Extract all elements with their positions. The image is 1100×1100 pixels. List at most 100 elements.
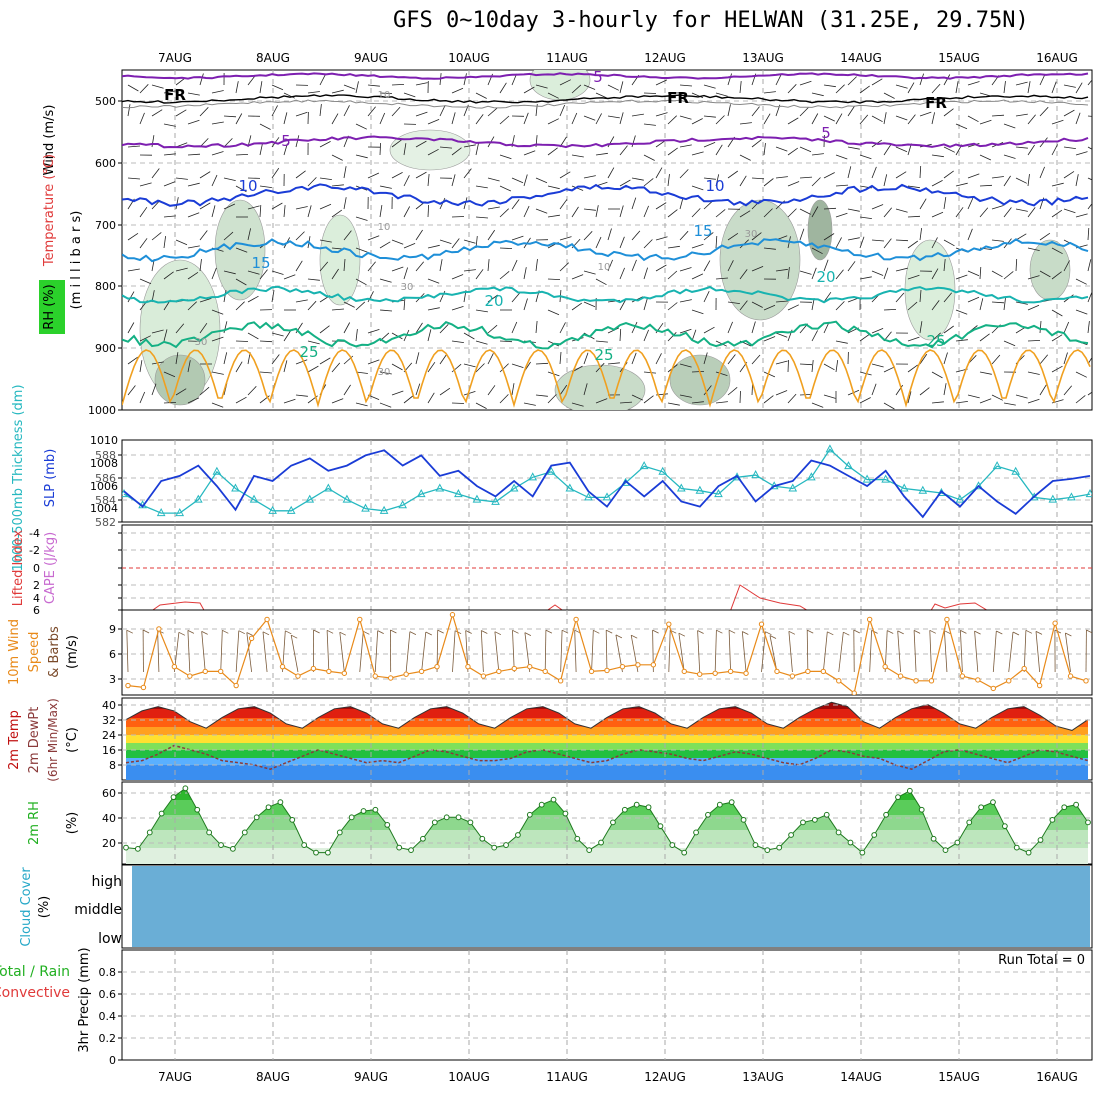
wind-barb [871,78,883,86]
tick-label: 586 [95,472,116,485]
wind-barb [763,395,774,404]
wind-barb [523,402,536,406]
tick-label: 1000 [88,404,116,417]
wind-marker [727,668,734,675]
wind-barb [559,104,566,117]
wind-barb [799,146,812,153]
wind-barb [895,146,908,153]
rh-marker [289,816,296,823]
thickness-marker [342,494,352,503]
wind-barb [211,336,224,342]
wind-barb [571,206,579,218]
thickness-marker [639,461,649,470]
wind-barb [655,264,667,272]
wind-barb [643,92,657,94]
wind-barb [475,92,487,99]
wind-barb-flag [512,629,519,634]
wind-barb [631,230,641,241]
wind-barb [1015,301,1028,305]
wind-marker [557,678,564,684]
wind-barb-flag [716,629,723,634]
top-date-label: 12AUG [644,51,686,65]
wind-barb [139,360,143,373]
wind-barb [523,112,529,125]
wind-barb [463,363,476,368]
millibars-axis-label: (m i l l i b a r s) [69,211,84,310]
contour-label: 25 [594,346,613,364]
wind-barb [1087,202,1092,210]
wind-barb [823,84,836,88]
wind-barb [355,247,368,253]
wind-barb [127,385,136,396]
wind-barb [247,270,260,275]
rh-marker [752,842,759,848]
wind-barb [907,82,915,94]
precip-frame [121,949,1093,1061]
wind-barb [667,174,670,187]
wind-barb [1039,320,1042,334]
wind-barb [811,330,818,342]
wind-barb [163,123,176,127]
wind-marker [836,678,842,684]
wind-barb-flag [929,629,936,634]
thickness-marker [825,444,835,453]
wind-barb [974,631,979,673]
temp-band [126,765,1088,780]
wind-barb [1051,309,1063,317]
wind-barb [823,394,836,399]
wind-barb [1051,334,1063,342]
wind-barb [979,207,989,218]
rh-marker [277,799,284,806]
rh-marker [918,806,925,813]
wind-barb [655,112,668,117]
wind-barb [931,211,944,218]
top-date-label: 9AUG [354,51,388,65]
wind-barb [475,216,489,219]
wind-barb [931,154,944,158]
wind-barb [583,175,596,179]
tick-label: 4 [33,592,40,605]
wind-barb [979,266,982,280]
wind-barb [523,205,530,218]
wind-barb [523,150,536,156]
wind-barb [883,238,892,249]
wind-barb [739,390,741,404]
wind-barb [643,205,649,218]
wind-barb [415,111,428,117]
wind-barb [379,142,381,156]
wind-barb [451,112,456,125]
contour-label: 25 [299,343,318,361]
wind-barb [739,175,747,187]
thickness-marker [231,483,240,492]
thickness-marker [212,466,222,475]
thickness-line [123,448,1091,514]
wind-barb [1051,144,1058,156]
wind-barb [1087,356,1092,365]
wind-barb [211,90,224,94]
bottom-date-label: 9AUG [354,1070,388,1084]
wind-barb [943,259,946,272]
wind-barb [619,205,624,218]
wind-marker [387,675,394,681]
wind-barb [547,147,558,156]
wind-barb-flag [827,631,834,636]
wind-barb [919,353,928,365]
wind-barb [535,362,549,365]
rh-marker [336,829,343,836]
wind-barb [487,229,496,241]
wind-marker [1083,678,1089,684]
wind-barb [391,363,403,371]
wind-barb [1039,384,1047,396]
wind-barb [355,123,367,130]
rh-marker [158,810,165,817]
wind-barb [247,295,259,303]
rh-marker [586,847,593,854]
wind-barb [451,216,465,218]
wind-barb [955,207,964,218]
wind-barb [763,113,771,125]
wind-barb [799,270,812,275]
bottom-date-label: 7AUG [158,1070,192,1084]
rh-marker [455,814,462,821]
tick-label: 1006 [90,480,118,493]
wind-barb [991,354,1001,365]
